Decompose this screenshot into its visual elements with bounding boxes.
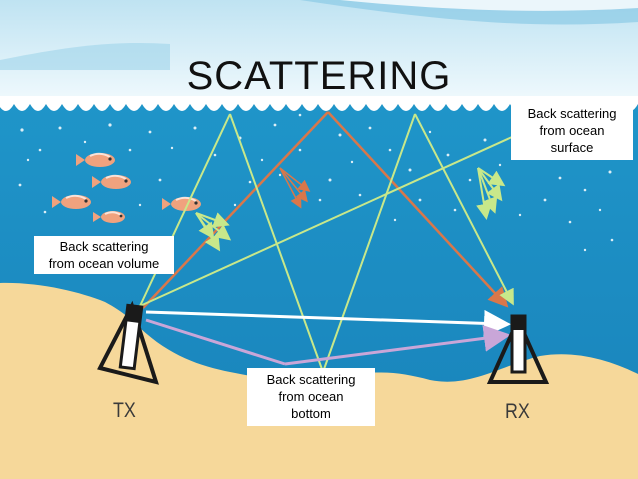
callout-line: surface bbox=[550, 140, 594, 155]
callout-surface-backscatter: Back scattering from ocean surface bbox=[511, 100, 633, 160]
ray-lavender-bottom-path bbox=[145, 318, 511, 366]
callout-line: Back scattering bbox=[266, 372, 356, 387]
fish-school bbox=[52, 152, 201, 223]
rx-label: RX bbox=[505, 400, 530, 423]
callout-line: Back scattering bbox=[527, 106, 617, 121]
wave-crests bbox=[0, 96, 638, 111]
ray-direct-path bbox=[145, 309, 511, 337]
callout-line: Back scattering bbox=[59, 239, 149, 254]
slide-title: SCATTERING bbox=[186, 54, 452, 98]
callout-line: bottom bbox=[291, 406, 331, 421]
callout-volume-backscatter: Back scattering from ocean volume bbox=[34, 236, 174, 274]
tx-transducer bbox=[97, 300, 159, 385]
callout-line: from ocean volume bbox=[48, 256, 160, 271]
tx-label: TX bbox=[113, 399, 136, 422]
ray-green-paths bbox=[139, 113, 514, 373]
bubbles bbox=[18, 113, 614, 252]
rx-transducer bbox=[486, 314, 550, 384]
callout-bottom-backscatter: Back scattering from ocean bottom bbox=[247, 368, 375, 426]
callout-line: from ocean bbox=[539, 123, 605, 138]
callout-line: from ocean bbox=[278, 389, 344, 404]
ray-orange-surface-path bbox=[142, 111, 509, 309]
